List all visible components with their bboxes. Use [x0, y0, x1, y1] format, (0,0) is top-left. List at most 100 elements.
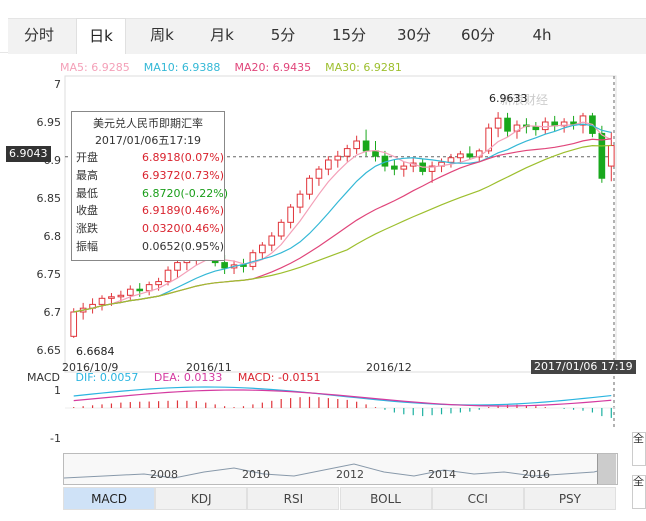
candle-body — [457, 153, 464, 159]
tooltip-row: 振幅 0.0652(0.95%) — [72, 238, 224, 256]
tab-8[interactable]: 4h — [532, 26, 552, 44]
plot-frame — [64, 75, 617, 373]
tab-4[interactable]: 5分 — [270, 26, 296, 44]
ohlc-tooltip: 美元兑人民币即期汇率 2017/01/06五17:19 开盘 6.8918(0.0… — [71, 111, 228, 261]
dif-line — [73, 386, 612, 406]
candle-body — [598, 132, 606, 179]
y-tick-label: 6.8 — [44, 230, 62, 243]
period-tabs: 分时 日k 周k 月k 5分 15分 30分 60分 4h — [0, 0, 646, 54]
candle-body — [117, 294, 125, 298]
tooltip-value: 6.9189(0.46%) — [142, 204, 225, 218]
candle-body — [296, 193, 304, 208]
navigator-year: 2008 — [150, 468, 178, 481]
candle-body — [372, 150, 379, 157]
indicator-tab-kdj[interactable]: KDJ — [155, 487, 248, 510]
watermark: 新浪财经 — [500, 92, 548, 107]
y-tick-label: 6.7 — [44, 306, 62, 319]
low-label: 6.6684 — [76, 345, 115, 358]
tab-2[interactable]: 周k — [150, 26, 174, 44]
tab-6[interactable]: 30分 — [396, 26, 432, 44]
indicator-tab-psy[interactable]: PSY — [523, 487, 616, 510]
candle-body — [607, 145, 615, 167]
candle-body — [174, 262, 181, 271]
tab-0[interactable]: 分时 — [23, 26, 54, 44]
x-tick-label: 2016/11 — [186, 361, 232, 374]
high-label: 6.9633 — [489, 92, 528, 105]
navigator-year: 2016 — [522, 468, 550, 481]
ma-legend: MA5: 6.9285 MA10: 6.9388 MA20: 6.9435 MA30:… — [60, 61, 416, 74]
y-tick-label: 6.65 — [37, 344, 62, 357]
candle-body — [362, 140, 370, 152]
current-price-badge: 6.9043 — [6, 146, 51, 162]
ma5-line — [73, 121, 612, 313]
macd-dea: DEA: 0.0133 — [153, 371, 223, 384]
range-navigator[interactable]: 2008 2010 2012 2014 2016 — [63, 453, 618, 485]
candle-body — [268, 235, 276, 246]
candle-body — [343, 148, 351, 157]
candle-body — [494, 117, 502, 129]
tooltip-value: 6.8918(0.07%) — [142, 151, 225, 164]
indicator-tabs: MACD KDJ RSI BOLL CCI PSY — [63, 487, 616, 510]
tab-3[interactable]: 月k — [210, 26, 234, 44]
tooltip-value: 6.8720(-0.22%) — [142, 186, 228, 200]
navigator-sparkline — [64, 463, 610, 479]
indicator-tab-cci[interactable]: CCI — [431, 487, 524, 510]
indicator-tab-rsi[interactable]: RSI — [247, 487, 340, 510]
candle-body — [70, 311, 78, 337]
tooltip-row: 收盘 6.9189(0.46%) — [72, 202, 224, 220]
tab-7[interactable]: 60分 — [460, 26, 496, 44]
tooltip-row: 涨跌 0.0320(0.46%) — [72, 220, 224, 238]
candle-body — [287, 206, 294, 223]
candle-body — [428, 165, 436, 172]
ma10-line — [73, 123, 612, 313]
candle-body — [579, 115, 587, 126]
side-button-bottom[interactable]: 全 — [632, 475, 646, 509]
candle-body — [325, 159, 332, 170]
candle-body — [466, 153, 474, 158]
tooltip-value: 6.9372(0.73%) — [142, 168, 225, 182]
ma-label-3: MA30: 6.9281 — [325, 61, 402, 74]
ma-label-0: MA5: 6.9285 — [60, 61, 130, 74]
macd-y-tick: -1 — [50, 432, 61, 445]
ma-label-1: MA10: 6.9388 — [143, 61, 221, 74]
candle-body — [541, 121, 549, 131]
y-tick-label: 7 — [54, 78, 61, 91]
macd-legend: MACD DIF: 0.0057 DEA: 0.0133 MACD: -0.01… — [27, 371, 332, 384]
candle-body — [98, 297, 106, 305]
indicator-tab-macd[interactable]: MACD — [63, 487, 156, 510]
x-tick-label: 2016/12 — [366, 361, 412, 374]
candle-body — [447, 157, 455, 163]
macd-y-tick: 1 — [54, 384, 61, 397]
macd-dif: DIF: 0.0057 — [75, 371, 139, 384]
ma-label-2: MA20: 6.9435 — [234, 61, 312, 74]
tab-1[interactable]: 日k — [76, 18, 126, 54]
tooltip-value: 0.0652(0.95%) — [142, 239, 225, 253]
candle-body — [400, 165, 408, 170]
candle-body — [504, 117, 511, 132]
navigator-year: 2010 — [242, 468, 270, 481]
candle-body — [155, 281, 162, 286]
candle-body — [560, 121, 568, 127]
candle-body — [249, 252, 257, 267]
candle-body — [485, 127, 493, 152]
candle-body — [315, 168, 323, 179]
candle-body — [391, 165, 398, 170]
tab-5[interactable]: 15分 — [331, 26, 367, 44]
navigator-year: 2012 — [336, 468, 364, 481]
candle-body — [334, 155, 342, 161]
tooltip-row: 最低 6.8720(-0.22%) — [72, 185, 228, 203]
cursor-date-badge: 2017/01/06 17:19 — [531, 360, 636, 374]
tooltip-title: 美元兑人民币即期汇率 — [93, 117, 203, 130]
candle-body — [221, 262, 228, 269]
side-button-top[interactable]: 全 — [632, 432, 646, 466]
tooltip-key: 开盘 — [76, 151, 98, 164]
tooltip-row: 开盘 6.8918(0.07%) — [72, 149, 224, 167]
indicator-tab-boll[interactable]: BOLL — [339, 487, 432, 510]
tooltip-value: 0.0320(0.46%) — [142, 222, 225, 236]
macd-value: MACD: -0.0151 — [237, 371, 321, 384]
tooltip-key: 收盘 — [76, 204, 98, 218]
candle-body — [164, 269, 172, 283]
candle-body — [277, 221, 285, 237]
navigator-handle[interactable] — [597, 454, 616, 484]
